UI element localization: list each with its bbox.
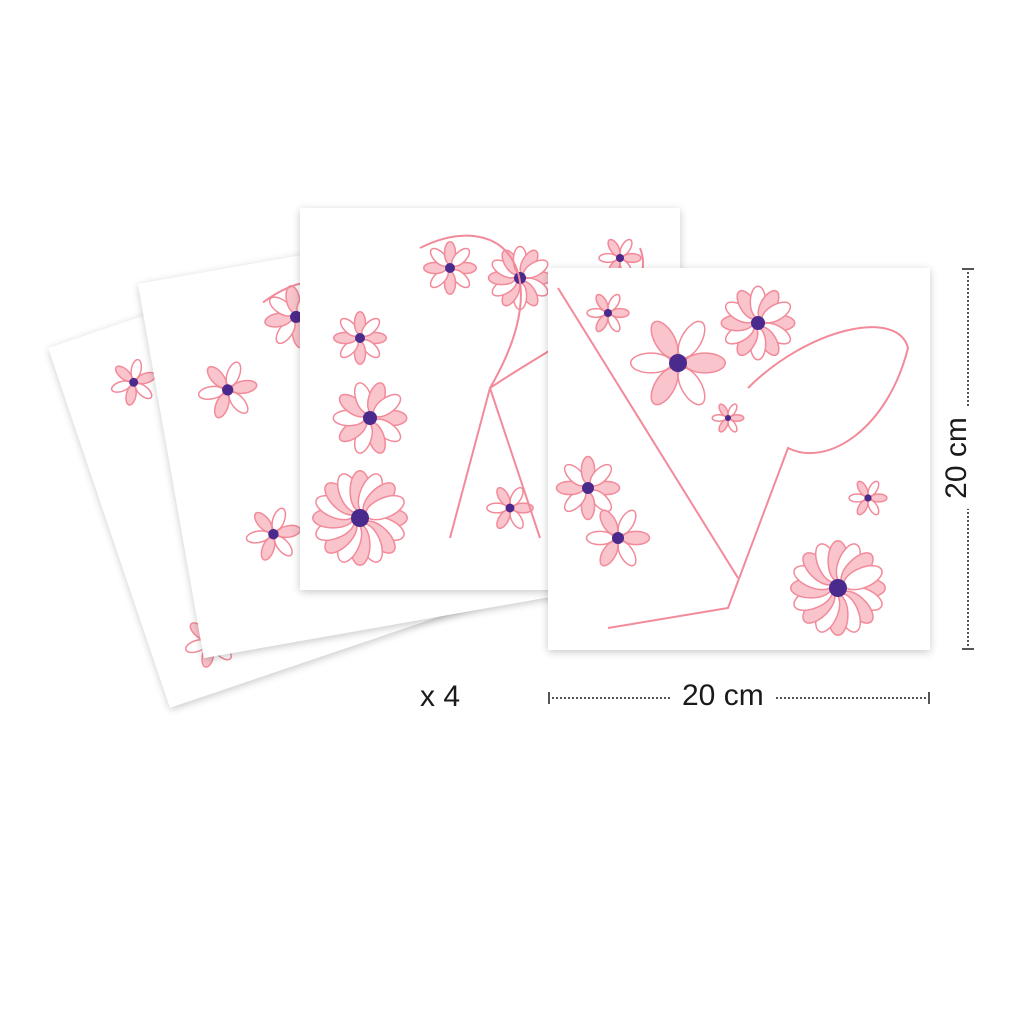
quantity-label: x 4 (420, 680, 461, 713)
flower-icon (848, 480, 888, 516)
flower-icon (245, 507, 302, 561)
coloring-card-4 (548, 268, 930, 650)
fairy-outline (557, 287, 910, 629)
flower-icon (423, 241, 477, 295)
flower-icon (630, 320, 726, 406)
flower-icon (585, 509, 651, 567)
flower-icon (110, 358, 157, 406)
flower-icon (790, 540, 886, 636)
flower-icon (487, 245, 553, 311)
fairy-swing-illustration (555, 285, 910, 636)
flower-icon (197, 361, 258, 419)
fairy-illustration (312, 234, 644, 566)
flower-icon (332, 382, 408, 454)
flower-icon (720, 285, 796, 361)
flower-icon (312, 470, 408, 566)
flower-icon (555, 455, 621, 521)
flower-icon (586, 293, 630, 333)
flower-icon (711, 403, 745, 433)
height-label: 20 cm (939, 407, 974, 509)
flower-icon (333, 311, 387, 365)
width-label: 20 cm (672, 679, 774, 713)
flower-icon (486, 486, 534, 530)
